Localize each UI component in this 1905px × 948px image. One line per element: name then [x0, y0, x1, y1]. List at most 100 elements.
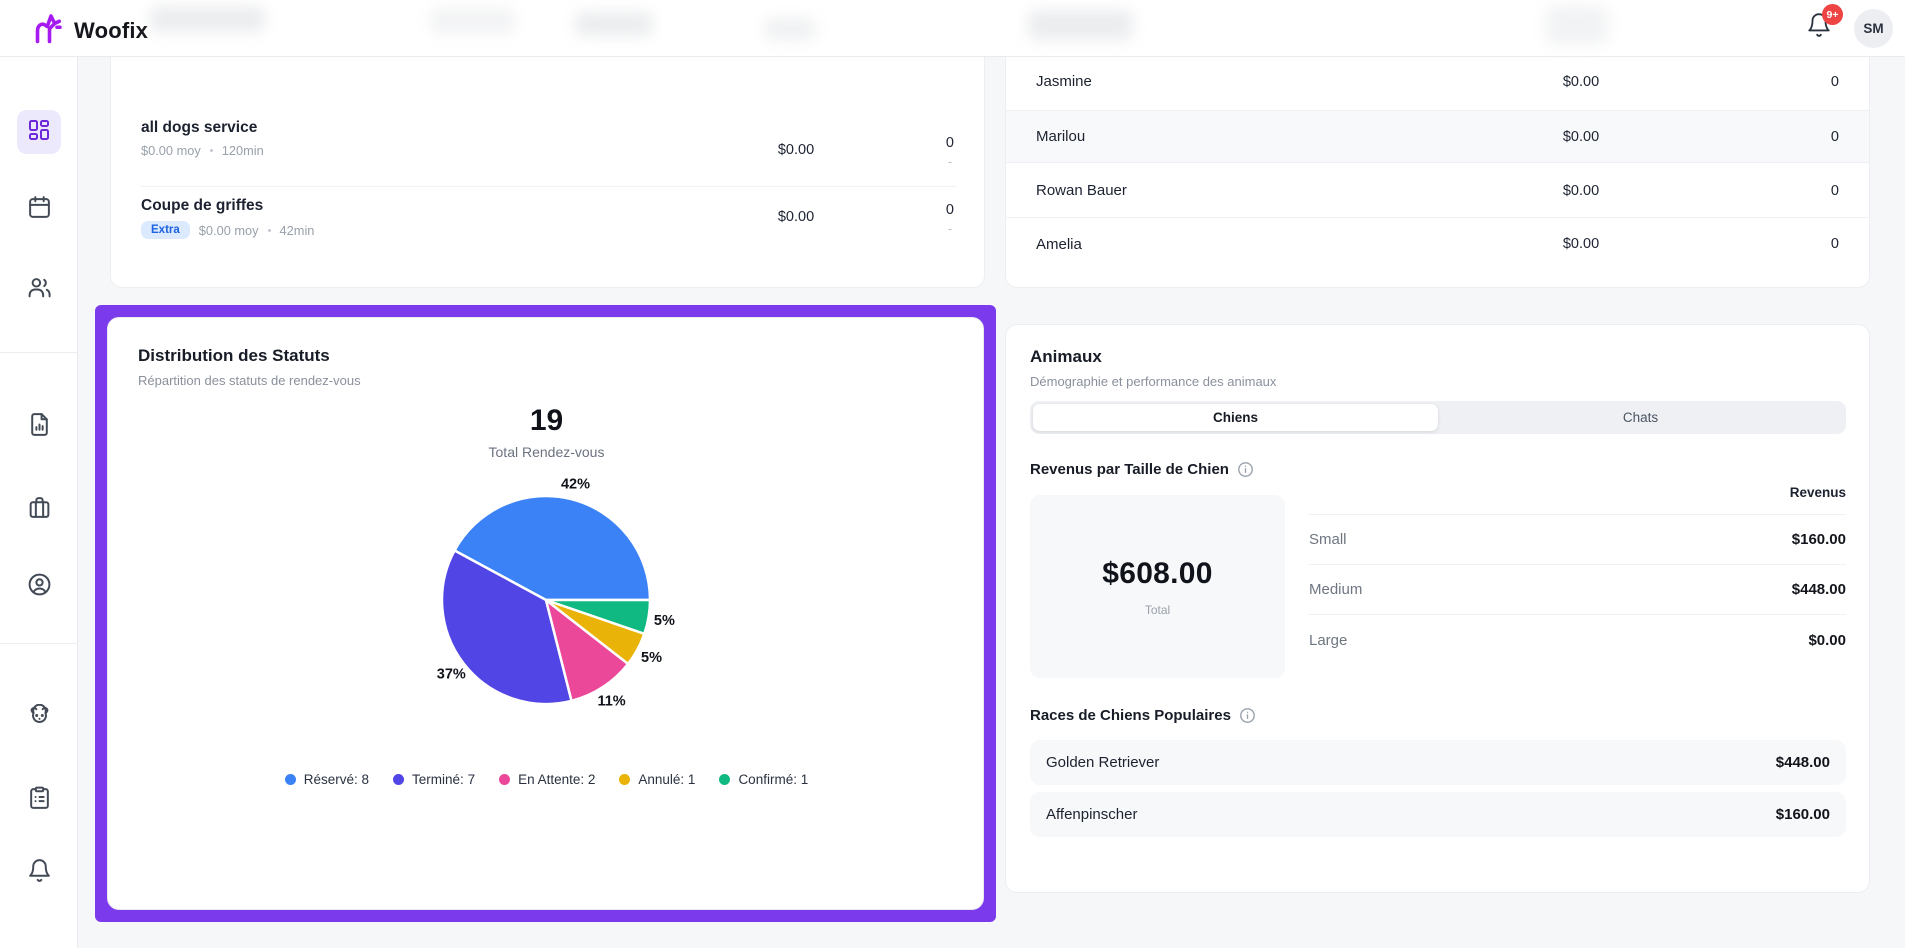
- dog-revenue-total-box: $608.00 Total: [1030, 495, 1285, 678]
- service-name: Coupe de griffes: [141, 197, 264, 214]
- breed-value: $160.00: [1775, 806, 1830, 823]
- sidebar-item-account[interactable]: [17, 565, 61, 609]
- legend-dot: [719, 774, 731, 785]
- staff-row[interactable]: Rowan Bauer $0.00 0: [1006, 164, 1869, 217]
- woofix-dog-logo-icon: [30, 10, 66, 51]
- size-value: $160.00: [1791, 531, 1846, 548]
- blurred-placeholder: [150, 6, 265, 32]
- staff-revenue: $0.00: [1562, 182, 1600, 199]
- notification-count-badge: 9+: [1822, 4, 1843, 25]
- bell-icon: [27, 858, 52, 888]
- total-appointments-value: 19: [529, 404, 564, 437]
- clipboard-list-icon: [27, 785, 52, 815]
- total-appointments-label: Total Rendez-vous: [488, 444, 605, 460]
- staff-count: 0: [1830, 128, 1839, 145]
- dog-revenue-total: $608.00: [1102, 557, 1213, 590]
- sidebar-item-notifications[interactable]: [17, 851, 61, 895]
- staff-row[interactable]: Jasmine $0.00 0: [1006, 57, 1869, 110]
- blurred-placeholder: [764, 18, 816, 40]
- sidebar-item-pets[interactable]: [17, 697, 61, 741]
- staff-revenue: $0.00: [1562, 128, 1600, 145]
- staff-count: 0: [1830, 236, 1839, 252]
- sidebar-item-reports[interactable]: [17, 405, 61, 449]
- legend-dot: [499, 774, 511, 785]
- blurred-placeholder: [430, 8, 515, 34]
- legend-label: Confirmé: 1: [738, 772, 809, 787]
- dog-size-revenue-table: Revenus Small $160.00 Medium $448.00 Lar…: [1309, 485, 1846, 665]
- breed-name: Affenpinscher: [1046, 806, 1138, 823]
- animal-type-tabs: Chiens Chats: [1030, 401, 1846, 434]
- blurred-placeholder: [1546, 6, 1608, 44]
- legend-dot: [393, 774, 405, 785]
- pie-percent-label: 5%: [654, 613, 675, 629]
- dog-face-icon: [27, 703, 52, 734]
- sidebar-divider: [0, 643, 77, 644]
- service-duration: 120min: [221, 143, 264, 158]
- info-icon[interactable]: [1239, 707, 1256, 724]
- staff-row[interactable]: Marilou $0.00 0: [1006, 110, 1869, 163]
- dog-revenue-total-label: Total: [1144, 603, 1171, 617]
- avatar-initials: SM: [1863, 21, 1884, 36]
- sidebar-nav: [0, 57, 78, 948]
- service-count: 0: [945, 135, 954, 151]
- breed-value: $448.00: [1775, 754, 1830, 771]
- notifications-button[interactable]: 9+: [1806, 4, 1843, 46]
- staff-name: Marilou: [1036, 128, 1086, 145]
- table-row: Medium $448.00: [1309, 565, 1846, 615]
- legend-label: En Attente: 2: [518, 772, 596, 787]
- tab-chiens[interactable]: Chiens: [1033, 404, 1438, 431]
- staff-count: 0: [1830, 182, 1839, 199]
- size-label: Medium: [1309, 581, 1363, 598]
- revenue-section-title: Revenus par Taille de Chien: [1030, 461, 1229, 478]
- dashboard-grid-icon: [27, 118, 51, 147]
- sidebar-item-calendar[interactable]: [17, 188, 61, 232]
- chart-legend: Réservé: 8 Terminé: 7 En Attente: 2 Annu…: [108, 772, 985, 787]
- pie-percent-label: 37%: [437, 667, 466, 683]
- size-value: $0.00: [1808, 631, 1846, 649]
- user-avatar[interactable]: SM: [1854, 9, 1893, 48]
- sidebar-item-forms[interactable]: [17, 778, 61, 822]
- animals-card: Animaux Démographie et performance des a…: [1005, 324, 1870, 893]
- legend-label: Annulé: 1: [638, 772, 696, 787]
- size-label: Large: [1309, 631, 1348, 649]
- sidebar-item-dashboard[interactable]: [17, 110, 61, 154]
- legend-item: Réservé: 8: [284, 772, 369, 787]
- pie-slice-réservé[interactable]: [453, 494, 652, 602]
- breed-row: Affenpinscher $160.00: [1030, 792, 1846, 837]
- pie-slice-confirmé[interactable]: [544, 598, 652, 636]
- service-revenue: $0.00: [777, 142, 815, 158]
- legend-item: Annulé: 1: [619, 772, 695, 787]
- calendar-icon: [27, 195, 52, 225]
- service-sub-value: -: [947, 155, 952, 169]
- service-revenue: $0.00: [777, 209, 815, 225]
- card-subtitle: Démographie et performance des animaux: [1030, 374, 1277, 389]
- table-row: Large $0.00: [1309, 615, 1846, 665]
- card-title: Animaux: [1030, 347, 1102, 366]
- legend-item: Confirmé: 1: [719, 772, 808, 787]
- sidebar-item-clients[interactable]: [17, 268, 61, 312]
- row-divider: [141, 186, 956, 187]
- legend-label: Terminé: 7: [412, 772, 476, 787]
- staff-count: 0: [1830, 73, 1839, 90]
- staff-row[interactable]: Amelia $0.00 0: [1006, 217, 1869, 270]
- brand-logo[interactable]: Woofix: [30, 10, 148, 51]
- service-name: all dogs service: [141, 119, 258, 136]
- pie-percent-label: 11%: [597, 694, 625, 710]
- breed-name: Golden Retriever: [1046, 754, 1160, 771]
- size-value: $448.00: [1791, 581, 1846, 598]
- bell-icon: [1806, 13, 1832, 42]
- sidebar-item-services[interactable]: [17, 488, 61, 532]
- brand-name: Woofix: [74, 17, 149, 43]
- status-pie-chart: 42% 37% 11% 5% 5%: [406, 460, 686, 745]
- service-duration: 42min: [279, 222, 315, 238]
- dot-separator: [209, 149, 213, 152]
- tab-chats[interactable]: Chats: [1622, 410, 1659, 425]
- blurred-placeholder: [575, 12, 653, 36]
- service-count: 0: [945, 202, 954, 218]
- info-icon[interactable]: [1237, 461, 1254, 478]
- top-header: Woofix 9+ SM: [0, 0, 1905, 57]
- pie-slice-terminé[interactable]: [440, 549, 573, 706]
- breeds-section-title: Races de Chiens Populaires: [1030, 707, 1231, 724]
- sidebar-divider: [0, 352, 77, 353]
- pie-slice-en-attente[interactable]: [544, 598, 630, 703]
